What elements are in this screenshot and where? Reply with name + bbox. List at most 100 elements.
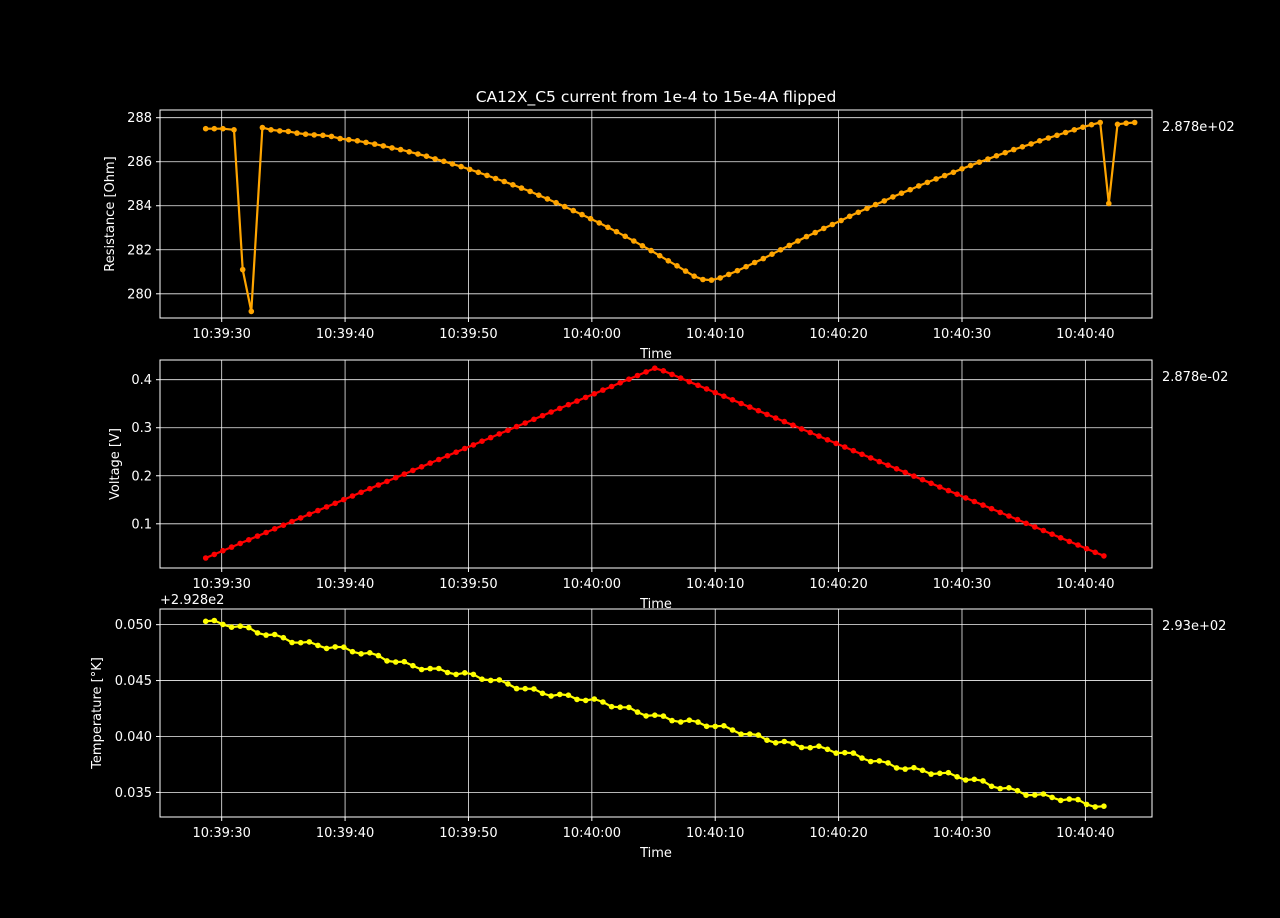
data-point	[1040, 527, 1047, 534]
data-point	[967, 162, 974, 169]
data-point	[790, 422, 796, 429]
data-point	[677, 719, 684, 725]
data-point	[838, 217, 844, 224]
data-point	[777, 247, 784, 253]
y-tick-label: 0.2	[131, 469, 152, 484]
data-point	[389, 145, 395, 151]
data-point	[1032, 524, 1038, 530]
data-point	[988, 505, 995, 512]
data-point	[916, 183, 922, 189]
data-point	[531, 416, 537, 423]
x-tick-label: 10:39:40	[316, 577, 374, 592]
data-point	[513, 423, 520, 430]
data-point	[561, 203, 568, 210]
data-point	[703, 386, 710, 392]
data-point	[950, 169, 957, 176]
data-point	[842, 444, 848, 450]
data-point	[553, 199, 559, 206]
data-point	[596, 220, 602, 226]
x-tick-label: 10:39:30	[192, 826, 250, 841]
data-point	[271, 526, 278, 532]
data-point	[911, 473, 917, 479]
data-point	[1006, 785, 1012, 791]
data-point	[829, 221, 836, 228]
data-point	[337, 135, 343, 142]
data-point	[582, 394, 589, 401]
data-point	[729, 727, 736, 733]
data-point	[228, 544, 235, 550]
data-point	[470, 442, 477, 448]
side-value-label: 2.93e+02	[1162, 619, 1226, 634]
x-axis-label: Time	[639, 597, 672, 612]
data-point	[600, 699, 606, 705]
data-point	[933, 176, 939, 182]
data-point	[487, 434, 494, 441]
data-point	[772, 740, 779, 746]
data-point	[539, 412, 546, 419]
data-point	[1054, 132, 1060, 139]
data-point	[323, 645, 330, 652]
data-point	[548, 409, 554, 415]
x-tick-label: 10:39:30	[192, 327, 250, 342]
data-point	[484, 172, 490, 179]
series-points	[202, 365, 1107, 561]
data-point	[341, 644, 347, 650]
x-tick-label: 10:39:40	[316, 826, 374, 841]
data-point	[764, 737, 770, 743]
data-point	[1131, 119, 1138, 126]
data-point	[397, 146, 404, 153]
data-point	[462, 670, 468, 676]
data-point	[846, 213, 853, 220]
resistance-panel: 10:39:30 10:39:40 10:39:50 10:40:00 10:40:10…	[103, 109, 1235, 362]
data-point	[988, 783, 995, 790]
data-point	[812, 229, 818, 236]
data-point	[311, 132, 318, 138]
data-point	[769, 251, 775, 257]
data-point	[613, 228, 620, 235]
data-point	[786, 242, 793, 249]
data-point	[617, 380, 623, 386]
data-point	[751, 259, 758, 266]
y-tick-label: 0.040	[115, 730, 152, 745]
data-point	[1101, 553, 1107, 559]
data-point	[436, 665, 442, 672]
data-point	[1088, 121, 1095, 128]
data-point	[1014, 787, 1021, 794]
data-point	[367, 650, 373, 656]
data-point	[833, 440, 839, 447]
data-point	[1036, 138, 1043, 144]
axes-frame	[159, 359, 1153, 569]
x-tick-label: 10:39:50	[439, 826, 497, 841]
data-point	[406, 149, 413, 155]
data-point	[864, 205, 870, 212]
data-point	[824, 746, 831, 753]
data-point	[686, 717, 693, 723]
y-tick-label: 0.045	[115, 674, 152, 689]
data-point	[1040, 791, 1047, 797]
data-point	[280, 634, 287, 641]
data-point	[248, 308, 255, 315]
data-point	[876, 758, 883, 764]
data-point	[648, 247, 654, 254]
data-point	[271, 631, 278, 638]
data-point	[980, 502, 986, 508]
data-point	[985, 156, 991, 162]
data-point	[626, 704, 632, 711]
data-point	[228, 624, 235, 630]
x-tick-label: 10:39:50	[439, 577, 497, 592]
data-point	[280, 522, 287, 528]
data-point	[781, 738, 788, 745]
series-points	[202, 119, 1138, 315]
data-point	[816, 433, 822, 439]
data-point	[902, 469, 908, 476]
data-point	[246, 537, 252, 543]
data-point	[760, 255, 767, 262]
data-point	[695, 719, 701, 725]
data-point	[202, 125, 209, 132]
y-tick-label: 0.035	[115, 786, 152, 801]
x-tick-label: 10:40:40	[1056, 826, 1114, 841]
data-point	[712, 723, 718, 730]
data-point	[453, 671, 459, 678]
x-tick-label: 10:40:20	[809, 826, 867, 841]
